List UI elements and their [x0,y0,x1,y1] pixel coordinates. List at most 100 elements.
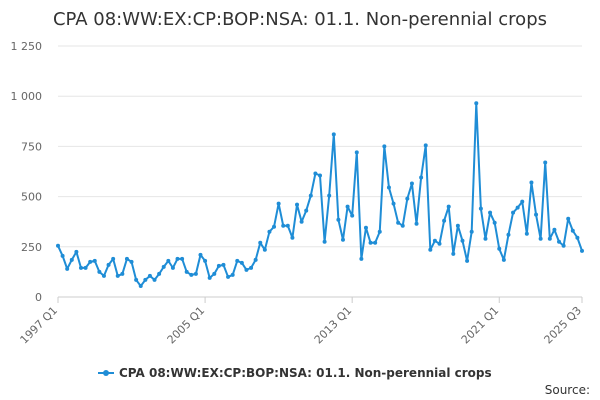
data-point [111,256,116,261]
data-point [290,235,295,240]
data-point [465,258,470,263]
data-point [396,220,401,225]
data-point [446,204,451,209]
data-point [442,218,447,223]
data-point [129,259,134,264]
data-point [281,223,286,228]
data-point [368,240,373,245]
data-point [359,256,364,261]
data-point [423,143,428,148]
data-point [134,277,139,282]
data-point [207,275,212,280]
data-point [382,144,387,149]
data-point [161,264,166,269]
data-point [419,175,424,180]
data-point [437,241,442,246]
data-point [276,201,281,206]
data-point [101,273,106,278]
series-group [56,101,584,288]
data-point [83,265,88,270]
x-tick-label: 2025 Q3 [542,304,585,347]
data-point [157,271,162,276]
data-point [561,243,566,248]
data-point [235,258,240,263]
data-point [221,262,226,267]
data-point [488,210,493,215]
data-point [322,239,327,244]
data-point [336,217,341,222]
data-point [331,132,336,137]
data-point [74,249,79,254]
data-point [313,171,318,176]
data-point [258,240,263,245]
data-point [147,273,152,278]
data-point [511,210,516,215]
y-axis-tick-labels: 0 250 500 750 1 000 1 250 [11,40,43,304]
grid-lines [58,45,582,248]
data-point [538,236,543,241]
data-point [124,256,129,261]
data-point [529,180,534,185]
data-point [262,247,267,252]
data-point [180,256,185,261]
data-point [212,271,217,276]
x-tick-label: 2021 Q1 [459,304,502,347]
data-point [414,221,419,226]
data-point [152,277,157,282]
data-point [78,265,83,270]
data-point [143,277,148,282]
data-point [249,265,254,270]
x-axis-ticks [57,297,583,303]
data-point [92,258,97,263]
data-point [308,193,313,198]
chart-title: CPA 08:WW:EX:CP:BOP:NSA: 01.1. Non-peren… [53,9,547,30]
data-point [506,232,511,237]
data-point [373,240,378,245]
data-point [377,229,382,234]
data-point [295,202,300,207]
data-point [492,220,497,225]
data-point [184,269,189,274]
data-point [405,196,410,201]
data-point [400,223,405,228]
data-point [391,201,396,206]
data-point [230,272,235,277]
data-point [432,238,437,243]
data-point [474,101,479,106]
data-point [299,219,304,224]
source-label: Source: [545,383,590,397]
x-tick-label: 2013 Q1 [312,304,355,347]
data-point [478,206,483,211]
y-tick-label: 0 [35,291,42,304]
data-point [354,150,359,155]
data-point [318,173,322,178]
data-point [547,236,552,241]
data-point [552,227,557,232]
data-point [267,229,272,234]
data-point [253,257,258,262]
data-point [515,205,520,210]
data-point [88,259,93,264]
data-point [56,243,60,248]
data-point [570,228,575,233]
data-point [534,212,539,217]
y-tick-label: 500 [21,191,42,204]
data-point [285,223,290,228]
data-point [203,258,208,263]
data-point [455,223,460,228]
y-tick-label: 1 000 [11,90,43,103]
data-point [193,271,198,276]
data-point [520,199,525,204]
data-point [138,283,143,288]
data-point [65,266,70,271]
data-point [469,229,474,234]
data-point [386,185,391,190]
data-point [69,257,74,262]
data-point [566,216,571,221]
data-point [451,251,456,256]
data-point [175,256,180,261]
data-point [350,213,355,218]
data-point [575,235,580,240]
x-tick-label: 1997 Q1 [18,304,61,347]
legend[interactable]: CPA 08:WW:EX:CP:BOP:NSA: 01.1. Non-peren… [98,366,492,380]
